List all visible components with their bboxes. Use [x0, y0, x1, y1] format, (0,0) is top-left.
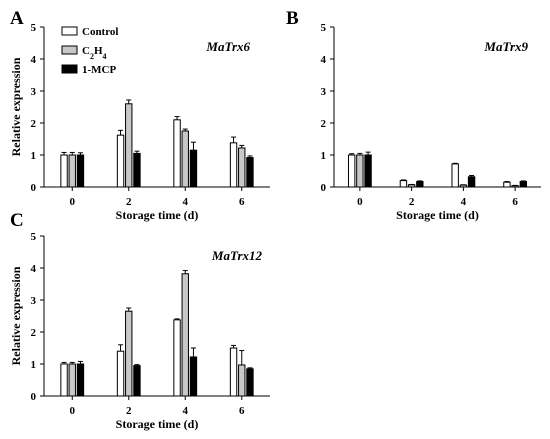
bar-control-day6 [229, 347, 238, 397]
bar-1mcp-day6 [246, 157, 254, 188]
x-tick-label: 4 [183, 405, 189, 417]
x-tick-label: 2 [409, 196, 415, 208]
panel-letter: B [286, 8, 299, 29]
bar-1mcp-day4 [189, 149, 198, 188]
bar-1mcp-day6 [246, 368, 254, 397]
bar-control-day2 [116, 350, 125, 397]
bar-control-day0 [60, 363, 68, 397]
y-tick-label: 1 [321, 150, 327, 162]
x-axis-label: Storage time (d) [116, 208, 199, 222]
x-axis-label: Storage time (d) [396, 208, 479, 222]
y-tick-label: 3 [321, 86, 327, 98]
bar-c2h4-day4 [459, 184, 468, 188]
y-axis-label: Relative expression [9, 266, 23, 365]
bar-c2h4-day6 [238, 364, 246, 397]
gene-title: MaTrx12 [211, 248, 263, 263]
bar-c2h4-day4 [181, 130, 189, 188]
y-tick-label: 3 [31, 295, 37, 307]
y-tick-label: 3 [31, 86, 37, 98]
bar-c2h4-day0 [356, 154, 364, 188]
bar-1mcp-day0 [76, 154, 85, 188]
bar-control-day2 [399, 180, 408, 188]
bar-1mcp-day2 [133, 152, 141, 188]
legend-swatch-control [61, 26, 78, 36]
gene-title: MaTrx6 [205, 39, 250, 54]
bar-c2h4-day2 [125, 310, 133, 397]
y-tick-label: 0 [31, 182, 37, 194]
chart-panel-b: B MaTrx9 0 1 2 3 4 5 0 2 4 6 Storage time (d) [286, 8, 541, 222]
bar-1mcp-day4 [189, 356, 198, 397]
bar-control-day6 [503, 181, 511, 188]
bar-control-day4 [451, 163, 459, 188]
y-tick-label: 2 [31, 327, 37, 339]
bar-control-day4 [173, 319, 181, 397]
bar-c2h4-day2 [125, 103, 133, 188]
bar-1mcp-day4 [467, 176, 476, 188]
legend-label: Control [82, 26, 118, 38]
x-axis-label: Storage time (d) [116, 417, 199, 431]
legend-label: C2H4 [82, 45, 107, 61]
bar-control-day6 [229, 142, 238, 188]
bar-1mcp-day0 [76, 363, 85, 397]
panel-letter: A [10, 8, 24, 29]
y-tick-label: 2 [321, 118, 327, 130]
y-axis-label: Relative expression [9, 57, 23, 156]
y-tick-label: 4 [321, 54, 327, 66]
y-tick-label: 4 [31, 263, 37, 275]
x-tick-label: 6 [239, 196, 245, 208]
x-tick-label: 4 [461, 196, 467, 208]
x-tick-label: 0 [357, 196, 363, 208]
y-tick-label: 5 [31, 231, 37, 243]
panel-letter: C [10, 210, 24, 231]
y-tick-label: 2 [31, 118, 37, 130]
bar-c2h4-day6 [238, 147, 246, 188]
bar-control-day0 [347, 154, 356, 188]
y-tick-label: 5 [321, 22, 327, 34]
x-tick-label: 4 [183, 196, 189, 208]
y-tick-label: 0 [321, 182, 327, 194]
bar-c2h4-day0 [68, 154, 76, 188]
y-tick-label: 5 [31, 22, 37, 34]
x-tick-label: 0 [70, 196, 76, 208]
y-tick-label: 4 [31, 54, 37, 66]
chart-panel-a: A MaTrx6 0 1 2 3 4 5 0 2 4 6 Relative expression Stor… [9, 8, 270, 222]
bar-c2h4-day6 [511, 185, 519, 188]
x-tick-label: 6 [512, 196, 518, 208]
y-tick-label: 1 [31, 150, 37, 162]
legend: Control C2H4 1-MCP [61, 26, 118, 76]
x-tick-label: 6 [239, 405, 245, 417]
legend-swatch-c2h4 [61, 45, 78, 55]
x-tick-label: 2 [126, 196, 132, 208]
gene-title: MaTrx9 [483, 39, 528, 54]
legend-label: 1-MCP [82, 64, 116, 76]
bar-control-day0 [60, 154, 68, 188]
x-tick-label: 0 [70, 405, 76, 417]
x-tick-label: 2 [126, 405, 132, 417]
bar-control-day2 [116, 134, 125, 188]
chart-panel-c: C MaTrx12 0 1 2 3 4 5 0 2 4 6 Relative expression Sto… [9, 210, 270, 431]
bar-control-day4 [173, 119, 181, 188]
bar-1mcp-day0 [364, 154, 372, 188]
legend-swatch-1mcp [61, 64, 78, 74]
bar-c2h4-day2 [407, 184, 416, 188]
y-tick-label: 0 [31, 391, 37, 403]
bar-1mcp-day2 [416, 181, 424, 188]
bar-1mcp-day2 [133, 365, 141, 397]
bar-1mcp-day6 [519, 181, 528, 188]
bar-c2h4-day0 [68, 363, 76, 397]
y-tick-label: 1 [31, 359, 37, 371]
bar-c2h4-day4 [181, 273, 189, 397]
